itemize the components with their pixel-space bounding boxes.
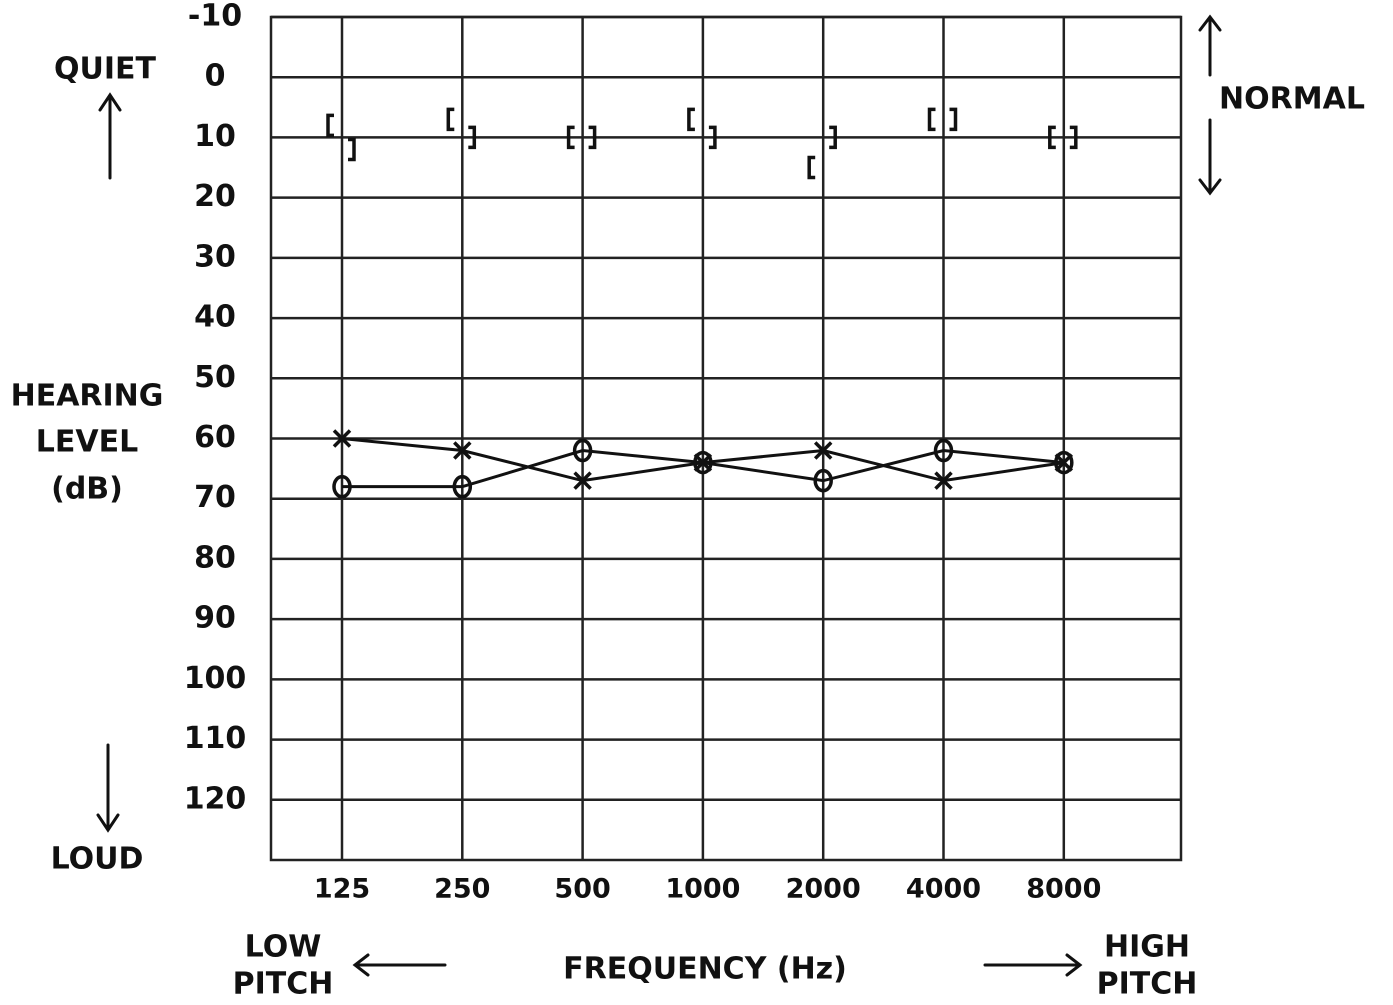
y-tick-label: 40 xyxy=(194,300,236,335)
marker-x xyxy=(813,441,833,460)
y-tick-label: 80 xyxy=(194,540,236,575)
marker-bracket-right xyxy=(588,125,597,150)
y-tick-label: 120 xyxy=(184,781,247,816)
marker-bracket-right xyxy=(949,107,958,132)
marker-x xyxy=(453,441,472,460)
annotation: NORMAL xyxy=(1219,82,1365,117)
y-axis-label: (dB) xyxy=(51,472,123,507)
marker-o xyxy=(572,438,593,463)
marker-bracket-left xyxy=(927,107,936,132)
y-tick-label: 50 xyxy=(194,360,236,395)
y-tick-label: 90 xyxy=(194,601,236,636)
marker-bracket-right xyxy=(1069,125,1078,150)
arrow-down xyxy=(1198,118,1222,196)
marker-bracket-left xyxy=(446,107,455,132)
arrow-up xyxy=(1198,14,1222,77)
y-axis-label: HEARING xyxy=(11,379,164,414)
x-axis-label: FREQUENCY (Hz) xyxy=(563,952,847,987)
annotation: LOUD xyxy=(51,842,144,877)
y-tick-label: -10 xyxy=(188,0,242,34)
marker-bracket-left xyxy=(1048,125,1056,150)
x-tick-label: 250 xyxy=(434,874,490,905)
y-tick-label: 0 xyxy=(205,59,226,94)
x-tick-label: 1000 xyxy=(665,874,740,905)
marker-o xyxy=(1054,450,1074,475)
arrow-right xyxy=(983,953,1083,977)
y-tick-label: 100 xyxy=(184,661,247,696)
annotation: LOW xyxy=(245,930,322,965)
marker-o xyxy=(933,438,954,463)
y-axis-label: LEVEL xyxy=(36,425,138,460)
annotation: PITCH xyxy=(233,967,334,1002)
x-tick-label: 125 xyxy=(314,874,370,905)
y-tick-label: 60 xyxy=(194,420,236,455)
marker-x xyxy=(332,429,352,448)
annotation-arrows xyxy=(96,14,1222,977)
marker-bracket-left xyxy=(326,113,334,138)
marker-o xyxy=(332,474,352,499)
marker-bracket-right xyxy=(348,137,356,162)
annotation: HIGH xyxy=(1104,930,1190,965)
marker-bracket-left xyxy=(566,125,575,150)
arrow-up xyxy=(98,92,122,180)
x-tick-label: 500 xyxy=(554,874,610,905)
marker-o xyxy=(813,468,833,493)
marker-x xyxy=(934,471,953,490)
marker-bracket-right xyxy=(829,125,837,150)
annotation: PITCH xyxy=(1097,967,1198,1002)
marker-bracket-right xyxy=(468,125,477,150)
y-tick-label: 20 xyxy=(194,179,236,214)
marker-o xyxy=(693,450,713,475)
y-tick-label: 10 xyxy=(194,119,236,154)
arrow-down xyxy=(96,743,120,833)
annotation: QUIET xyxy=(54,52,157,87)
marker-bracket-left xyxy=(807,155,816,180)
y-tick-label: 30 xyxy=(194,239,236,274)
x-tick-label: 4000 xyxy=(906,874,981,905)
marker-bracket-right xyxy=(708,125,717,150)
y-tick-label: 70 xyxy=(194,480,236,515)
marker-x xyxy=(573,471,592,490)
arrow-left xyxy=(352,953,447,977)
y-tick-label: 110 xyxy=(184,721,247,756)
x-tick-label: 8000 xyxy=(1026,874,1101,905)
x-tick-label: 2000 xyxy=(786,874,861,905)
marker-o xyxy=(452,474,473,499)
marker-bracket-left xyxy=(687,107,695,132)
